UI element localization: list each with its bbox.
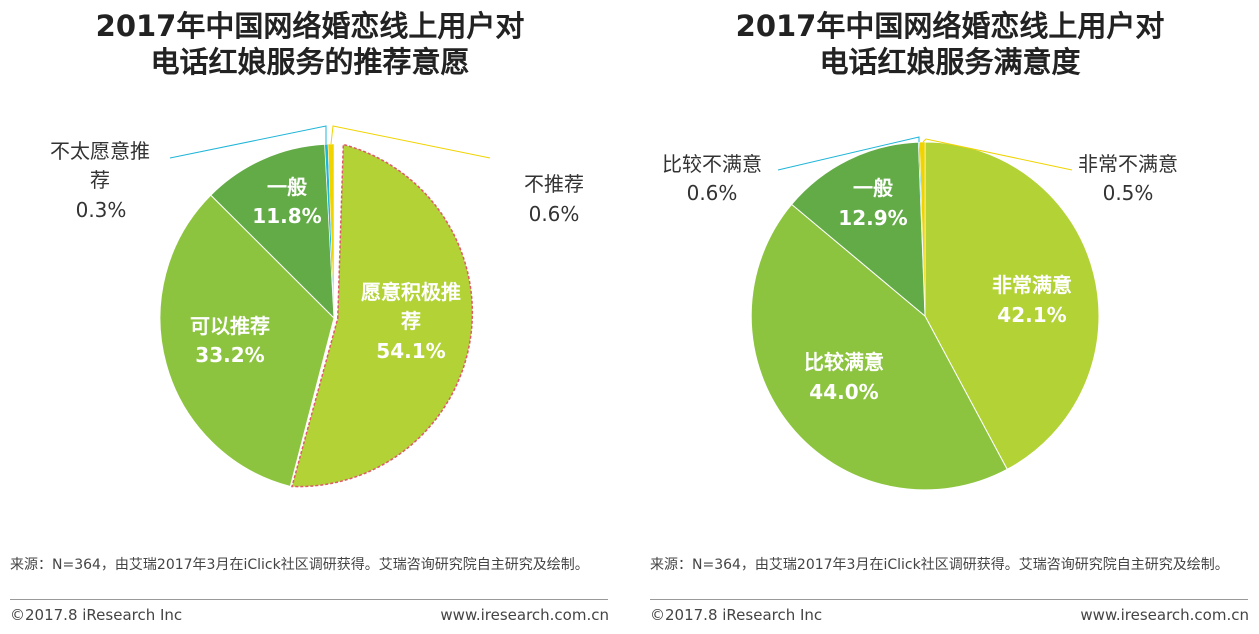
slice-label-can-recommend: 可以推荐 <box>190 314 270 338</box>
slice-value-can-recommend: 33.2% <box>195 343 264 367</box>
chart-panel-recommend: 2017年中国网络婚恋线上用户对 电话红娘服务的推荐意愿 愿意积极推荐 54.1… <box>0 0 629 634</box>
chart-panel-satisfaction: 2017年中国网络婚恋线上用户对 电话红娘服务满意度 非常满意 42.1% 比较… <box>640 0 1259 634</box>
chart-title: 2017年中国网络婚恋线上用户对 电话红娘服务满意度 <box>640 8 1259 80</box>
copyright-text: ©2017.8 iResearch Inc <box>10 606 183 624</box>
chart-title: 2017年中国网络婚恋线上用户对 电话红娘服务的推荐意愿 <box>0 8 620 80</box>
slice-value-satisfied: 44.0% <box>809 380 878 404</box>
slice-value-very-satisfied: 42.1% <box>997 303 1066 327</box>
slice-label-neutral: 一般 <box>267 175 307 199</box>
pie-slice-satisfied[interactable] <box>750 203 1008 491</box>
slice-label-dissatisfied: 比较不满意 <box>662 152 762 176</box>
leader-line-dissatisfied <box>777 136 920 171</box>
slice-label-satisfied: 比较满意 <box>804 350 884 374</box>
leader-line-very-dissatisfied <box>922 138 1073 171</box>
source-note: 来源：N=364，由艾瑞2017年3月在iClick社区调研获得。艾瑞咨询研究院… <box>650 557 1229 573</box>
slice-label-active-recommend: 愿意积极推荐 <box>361 280 461 333</box>
slice-value-neutral: 12.9% <box>838 206 907 230</box>
pie-slice-very-dissatisfied[interactable] <box>919 141 926 317</box>
slice-value-not-recommend: 0.6% <box>529 202 580 226</box>
footer-divider <box>650 599 1248 600</box>
slice-label-very-dissatisfied: 非常不满意 <box>1078 152 1178 176</box>
slice-label-not-recommend: 不推荐 <box>524 172 584 196</box>
pie-slice-can-recommend[interactable] <box>159 194 335 488</box>
pie-slice-very-satisfied[interactable] <box>924 141 1100 471</box>
slice-value-neutral: 11.8% <box>252 204 321 228</box>
pie-slice-not-recommend[interactable] <box>327 143 335 319</box>
pie-chart-satisfaction: 非常满意 42.1% 比较满意 44.0% 一般 12.9% 比较不满意 0.6… <box>662 136 1178 491</box>
pie-slice-neutral[interactable] <box>210 143 335 320</box>
website-text: www.iresearch.com.cn <box>440 606 609 624</box>
chart-title-line1: 2017年中国网络婚恋线上用户对 <box>95 9 525 43</box>
leader-line-reluctant <box>169 125 327 159</box>
source-note: 来源：N=364，由艾瑞2017年3月在iClick社区调研获得。艾瑞咨询研究院… <box>10 557 589 573</box>
pie-chart-recommend: 愿意积极推荐 54.1% 可以推荐 33.2% 一般 11.8% 不太愿意推荐 … <box>50 125 584 488</box>
chart-title-line2: 电话红娘服务满意度 <box>819 45 1081 79</box>
slice-value-active-recommend: 54.1% <box>376 339 445 363</box>
slice-value-dissatisfied: 0.6% <box>687 181 738 205</box>
slice-label-neutral: 一般 <box>853 176 893 200</box>
pie-slice-neutral[interactable] <box>790 141 926 318</box>
chart-title-line1: 2017年中国网络婚恋线上用户对 <box>735 9 1165 43</box>
chart-title-line2: 电话红娘服务的推荐意愿 <box>150 45 470 79</box>
leader-line-not-recommend <box>330 125 491 159</box>
copyright-text: ©2017.8 iResearch Inc <box>650 606 823 624</box>
pie-slice-active-recommend[interactable] <box>291 143 474 488</box>
slice-label-reluctant: 不太愿意推荐 <box>50 139 150 192</box>
website-text: www.iresearch.com.cn <box>1080 606 1249 624</box>
slice-value-reluctant: 0.3% <box>76 198 127 222</box>
slice-label-very-satisfied: 非常满意 <box>992 273 1072 297</box>
slice-value-very-dissatisfied: 0.5% <box>1103 181 1154 205</box>
footer-divider <box>10 599 608 600</box>
